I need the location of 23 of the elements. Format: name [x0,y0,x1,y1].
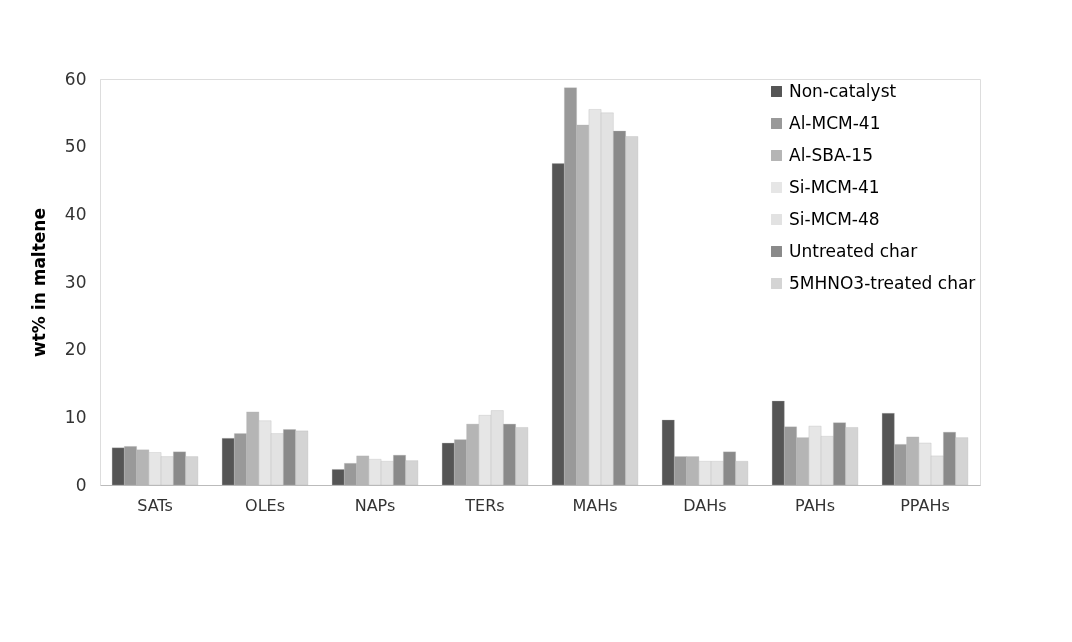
legend-label: Untreated char [789,240,918,261]
x-tick-label: DAHs [683,495,727,515]
x-tick-label: PPAHs [900,495,950,515]
y-tick-label: 10 [64,406,87,427]
y-tick-label: 20 [64,339,87,360]
legend-label: 5MHNO3-treated char [789,272,976,293]
x-tick-label: SATs [137,495,173,515]
legend-label: Si-MCM-41 [789,176,880,197]
y-tick-label: 50 [64,136,87,157]
legend-label: Non-catalyst [789,80,897,101]
legend-label: Si-MCM-48 [789,208,880,229]
legend-label: Al-SBA-15 [789,144,873,165]
x-tick-label: OLEs [245,495,285,515]
y-tick-label: 30 [64,271,87,292]
x-tick-label: MAHs [572,495,618,515]
y-axis-title: wt% in maltene [28,208,49,357]
y-tick-label: 60 [64,68,87,89]
x-tick-label: PAHs [795,495,835,515]
legend-label: Al-MCM-41 [789,112,881,133]
x-tick-label: TERs [464,495,505,515]
x-tick-label: NAPs [354,495,396,515]
y-tick-label: 40 [64,203,87,224]
y-tick-label: 0 [75,474,87,495]
